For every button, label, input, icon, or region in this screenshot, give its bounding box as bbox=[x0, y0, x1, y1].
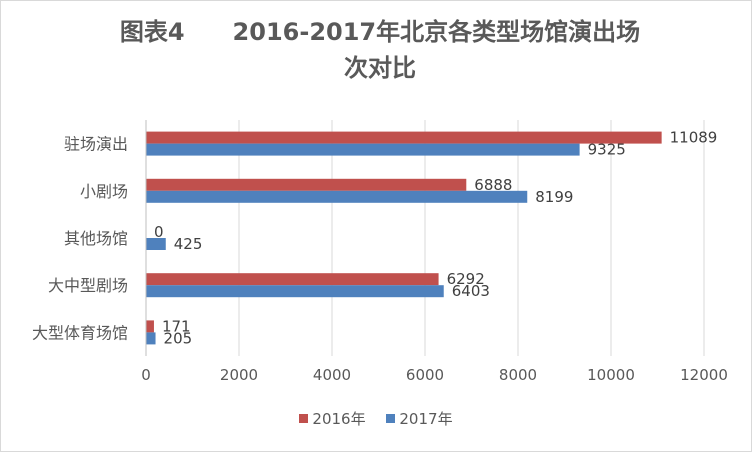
x-tick-label: 12000 bbox=[680, 366, 728, 384]
bar-2016年 bbox=[146, 131, 662, 144]
category-label: 小剧场 bbox=[80, 182, 128, 201]
legend-label-2017: 2017年 bbox=[399, 410, 453, 428]
legend-item-2016: 2016年 bbox=[299, 408, 366, 429]
data-label: 9325 bbox=[588, 141, 626, 159]
category-label: 驻场演出 bbox=[64, 135, 128, 154]
data-label: 6888 bbox=[474, 176, 512, 194]
bar-2016年 bbox=[146, 178, 467, 191]
legend-swatch-2016 bbox=[299, 414, 309, 423]
data-label: 425 bbox=[174, 235, 203, 253]
data-label: 6292 bbox=[447, 270, 485, 288]
bar-2017年 bbox=[146, 285, 444, 298]
bar-2017年 bbox=[146, 143, 580, 156]
bar-2017年 bbox=[146, 190, 528, 203]
x-tick-label: 6000 bbox=[406, 366, 444, 384]
x-tick-label: 10000 bbox=[587, 366, 635, 384]
x-tick-label: 2000 bbox=[220, 366, 258, 384]
data-label: 8199 bbox=[535, 188, 573, 206]
legend-label-2016: 2016年 bbox=[312, 410, 366, 428]
legend: 2016年 2017年 bbox=[0, 408, 752, 429]
data-label: 171 bbox=[162, 317, 191, 335]
category-label: 其他场馆 bbox=[64, 229, 128, 248]
chart-title-line-1: 图表4 2016-2017年北京各类型场馆演出场 bbox=[119, 18, 641, 46]
bar-2016年 bbox=[146, 320, 154, 333]
legend-item-2017: 2017年 bbox=[386, 408, 453, 429]
axes: 0 2000 4000 6000 8000 10000 12000 驻场演出小剧场其他场馆大中… bbox=[32, 120, 728, 384]
x-tick-label: 8000 bbox=[499, 366, 537, 384]
bars bbox=[146, 131, 662, 345]
chart-title: 图表4 2016-2017年北京各类型场馆演出场 次对比 bbox=[60, 14, 700, 86]
data-label: 6403 bbox=[452, 282, 490, 300]
data-label: 0 bbox=[154, 223, 164, 241]
category-label: 大中型剧场 bbox=[48, 276, 128, 295]
bar-2017年 bbox=[146, 238, 166, 250]
bar-2016年 bbox=[146, 273, 439, 286]
bar-2017年 bbox=[146, 332, 156, 345]
data-label: 11089 bbox=[670, 129, 718, 147]
legend-swatch-2017 bbox=[386, 414, 396, 423]
category-label: 大型体育场馆 bbox=[32, 323, 128, 342]
chart-title-line-2: 次对比 bbox=[344, 54, 416, 82]
x-tick-label: 4000 bbox=[313, 366, 351, 384]
x-tick-label: 0 bbox=[141, 366, 151, 384]
data-label: 205 bbox=[164, 329, 193, 347]
